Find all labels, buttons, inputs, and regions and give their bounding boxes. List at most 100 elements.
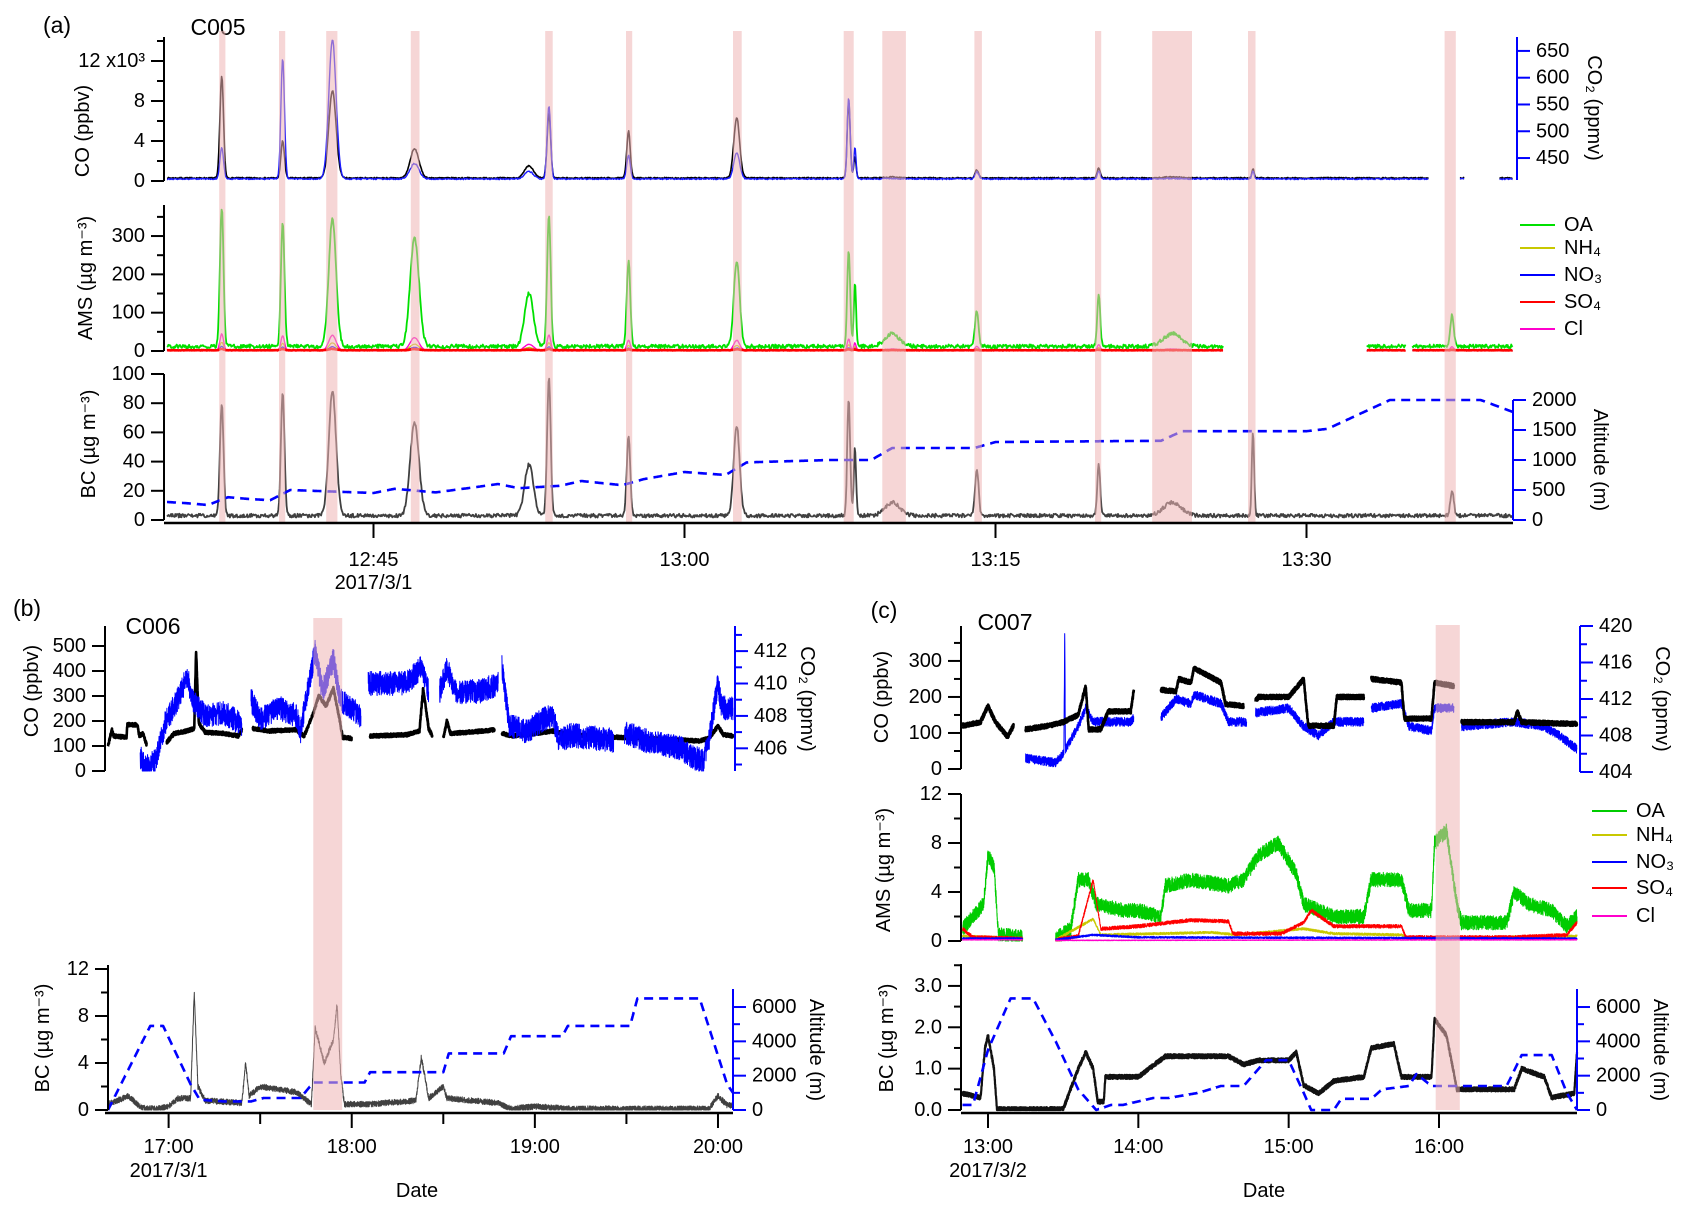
panel-label: (b)	[13, 595, 41, 621]
co-right-axis-title: CO₂ (ppmv)	[1583, 55, 1605, 161]
x-tick-label: 17:00	[144, 1136, 194, 1158]
y-tick-label: 0	[134, 340, 145, 362]
series-altitude-line	[961, 997, 1579, 1112]
y-tick-label: 100	[909, 722, 942, 744]
y-tick-label: 200	[53, 710, 86, 732]
highlight-band	[733, 31, 742, 522]
legend-label: Cl	[1636, 905, 1655, 927]
x-tick-label: 12:45	[348, 549, 398, 571]
series-co-line	[166, 75, 1513, 180]
y-tick-label: 0	[78, 1099, 89, 1121]
y-tick-label: 80	[123, 392, 145, 414]
y-tick-label: 12	[67, 958, 89, 980]
y-tick-label: 300	[909, 650, 942, 672]
series-cl-line	[166, 333, 1513, 352]
y-tick-label: 500	[1532, 479, 1565, 501]
series-oa-line	[962, 823, 1578, 942]
y-tick-label: 200	[909, 686, 942, 708]
y-tick-label: 1000	[1532, 449, 1577, 471]
highlight-band	[313, 618, 343, 1110]
panel-title: C005	[191, 14, 246, 40]
bc-right-axis-title: Altitude (m)	[805, 999, 827, 1101]
bc-left-axis-title: BC (µg m⁻³)	[876, 984, 898, 1093]
y-tick-label: 4	[134, 130, 145, 152]
y-tick-label: 0.0	[914, 1099, 942, 1121]
y-tick-label: 0	[1532, 509, 1543, 531]
series-oa-line	[166, 208, 1514, 350]
highlight-band	[626, 31, 633, 522]
y-tick-label: 8	[78, 1005, 89, 1027]
y-tick-label: 2.0	[914, 1016, 942, 1038]
legend-label: OA	[1564, 214, 1594, 236]
series-co-line	[106, 650, 735, 748]
y-tick-label: 0	[134, 170, 145, 192]
x-tick-label: 13:00	[659, 549, 709, 571]
series-co2-line	[1025, 633, 1578, 768]
x-tick-label: 13:15	[970, 549, 1020, 571]
co-left-axis-title: CO (ppbv)	[21, 645, 43, 737]
series-so4-line	[166, 347, 1514, 352]
y-tick-label: 650	[1536, 40, 1569, 62]
y-tick-label: 412	[1599, 688, 1632, 710]
x-date-label: 2017/3/1	[130, 1160, 208, 1182]
y-tick-label: 420	[1599, 615, 1632, 637]
legend-label: NO₃	[1564, 264, 1602, 286]
series-co-line	[961, 665, 1579, 740]
highlight-band	[882, 31, 906, 522]
x-tick-label: 16:00	[1414, 1136, 1464, 1158]
bc-right-axis-title: Altitude (m)	[1589, 409, 1611, 511]
y-tick-label: 408	[1599, 725, 1632, 747]
x-axis-title: Date	[396, 1180, 438, 1202]
panel-label: (a)	[43, 12, 71, 38]
panel-title: C007	[978, 609, 1033, 635]
series-bc-line	[166, 377, 1513, 519]
y-tick-label: 4000	[752, 1030, 797, 1052]
highlight-band	[1152, 31, 1192, 522]
x-tick-label: 13:30	[1281, 549, 1331, 571]
y-tick-label: 200	[112, 263, 145, 285]
y-tick-label: 8	[931, 832, 942, 854]
highlight-band	[843, 31, 854, 522]
y-tick-label: 500	[1536, 120, 1569, 142]
y-tick-label: 100	[112, 302, 145, 324]
legend-label: NH₄	[1564, 237, 1601, 259]
legend-label: OA	[1636, 800, 1666, 822]
y-tick-label: 2000	[752, 1065, 797, 1087]
y-tick-label: 300	[112, 225, 145, 247]
panel-label: (c)	[871, 597, 898, 623]
series-bc-line	[107, 991, 734, 1111]
y-tick-label: 4	[78, 1052, 89, 1074]
highlight-band	[279, 31, 286, 522]
bc-right-axis-title: Altitude (m)	[1649, 999, 1671, 1101]
highlight-band	[1444, 31, 1456, 522]
y-tick-label: 410	[754, 673, 787, 695]
y-tick-label: 4000	[1596, 1030, 1641, 1052]
y-tick-label: 8	[134, 90, 145, 112]
y-tick-label: 408	[754, 705, 787, 727]
x-date-label: 2017/3/1	[335, 572, 413, 594]
highlight-band	[219, 31, 226, 522]
co-right-axis-title: CO₂ (ppmv)	[1651, 646, 1673, 752]
y-tick-label: 404	[1599, 761, 1632, 783]
legend-label: NH₄	[1636, 824, 1673, 846]
y-tick-label: 0	[75, 760, 86, 782]
x-tick-label: 14:00	[1113, 1136, 1163, 1158]
y-tick-label: 500	[53, 635, 86, 657]
y-tick-label: 400	[53, 660, 86, 682]
x-tick-label: 19:00	[510, 1136, 560, 1158]
highlight-band	[545, 31, 553, 522]
series-altitude-line	[106, 997, 735, 1112]
y-tick-label: 416	[1599, 652, 1632, 674]
y-tick-label: 12	[920, 783, 942, 805]
co-left-axis-title: CO (ppbv)	[871, 651, 893, 743]
x-axis-title: Date	[1243, 1180, 1285, 1202]
y-tick-label: 0	[931, 758, 942, 780]
y-tick-label: 4	[931, 881, 942, 903]
x-tick-label: 18:00	[327, 1136, 377, 1158]
y-tick-label: 412	[754, 640, 787, 662]
